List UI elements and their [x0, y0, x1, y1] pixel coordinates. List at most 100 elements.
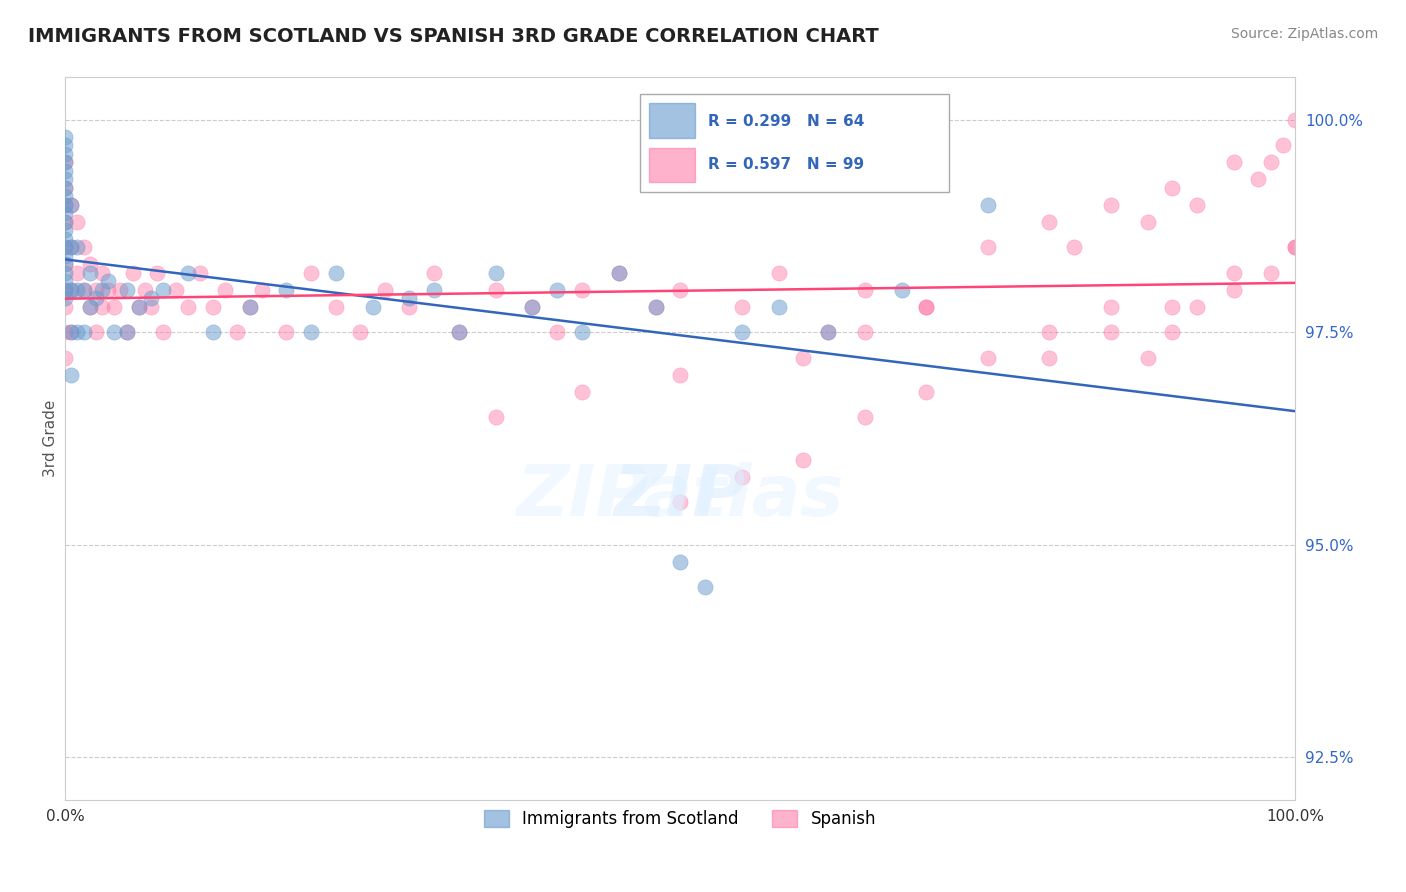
Point: [644, 300, 666, 314]
Point: [1038, 215, 1060, 229]
Point: [423, 283, 446, 297]
Point: [1247, 172, 1270, 186]
Point: [66, 215, 89, 229]
Point: [152, 326, 174, 340]
Point: [1284, 240, 1306, 254]
Point: [53, 232, 76, 246]
Point: [1063, 240, 1085, 254]
Point: [91, 300, 114, 314]
Point: [72, 283, 94, 297]
Point: [571, 326, 593, 340]
Point: [423, 266, 446, 280]
Point: [53, 283, 76, 297]
Point: [276, 326, 298, 340]
Point: [97, 274, 120, 288]
Point: [276, 283, 298, 297]
Point: [730, 326, 752, 340]
Point: [915, 300, 938, 314]
Point: [84, 326, 107, 340]
Point: [349, 326, 371, 340]
Point: [299, 266, 322, 280]
Point: [66, 283, 89, 297]
Point: [484, 266, 506, 280]
Point: [792, 351, 814, 365]
Point: [398, 300, 420, 314]
Point: [66, 266, 89, 280]
Point: [1222, 283, 1244, 297]
Point: [768, 300, 790, 314]
Point: [60, 198, 83, 212]
Point: [1260, 155, 1282, 169]
Point: [817, 326, 839, 340]
Point: [177, 300, 200, 314]
Point: [1099, 198, 1122, 212]
Point: [398, 291, 420, 305]
Point: [115, 326, 138, 340]
Point: [53, 155, 76, 169]
Point: [915, 300, 938, 314]
Point: [1284, 112, 1306, 127]
Point: [165, 283, 187, 297]
Point: [1260, 266, 1282, 280]
Point: [730, 469, 752, 483]
Point: [53, 172, 76, 186]
FancyBboxPatch shape: [650, 147, 696, 182]
Point: [53, 198, 76, 212]
Point: [121, 266, 143, 280]
Point: [546, 283, 568, 297]
Point: [1161, 181, 1184, 195]
Point: [72, 240, 94, 254]
Point: [91, 283, 114, 297]
Point: [669, 368, 692, 382]
Point: [484, 283, 506, 297]
Point: [60, 326, 83, 340]
Point: [607, 266, 630, 280]
Point: [97, 283, 120, 297]
Point: [853, 326, 876, 340]
Point: [792, 452, 814, 467]
Point: [53, 257, 76, 271]
Point: [484, 410, 506, 425]
Point: [53, 189, 76, 203]
Point: [644, 300, 666, 314]
Point: [79, 266, 101, 280]
Point: [890, 283, 912, 297]
Point: [53, 351, 76, 365]
Point: [53, 206, 76, 220]
Point: [1185, 300, 1208, 314]
Text: ZIP: ZIP: [614, 462, 747, 531]
FancyBboxPatch shape: [640, 94, 949, 192]
Point: [1222, 266, 1244, 280]
Point: [1099, 300, 1122, 314]
Point: [134, 283, 156, 297]
Point: [817, 326, 839, 340]
Point: [53, 300, 76, 314]
Point: [53, 274, 76, 288]
Point: [60, 326, 83, 340]
Point: [730, 300, 752, 314]
Point: [91, 266, 114, 280]
Legend: Immigrants from Scotland, Spanish: Immigrants from Scotland, Spanish: [478, 803, 883, 835]
Point: [115, 283, 138, 297]
Point: [447, 326, 470, 340]
Point: [239, 300, 262, 314]
Point: [79, 257, 101, 271]
Point: [361, 300, 384, 314]
FancyBboxPatch shape: [650, 103, 696, 137]
Point: [1038, 326, 1060, 340]
Point: [1038, 351, 1060, 365]
Point: [1222, 155, 1244, 169]
Point: [201, 326, 224, 340]
Point: [976, 198, 998, 212]
Point: [976, 240, 998, 254]
Point: [60, 368, 83, 382]
Y-axis label: 3rd Grade: 3rd Grade: [44, 400, 58, 477]
Point: [79, 300, 101, 314]
Point: [853, 283, 876, 297]
Point: [60, 283, 83, 297]
Point: [79, 300, 101, 314]
Point: [53, 240, 76, 254]
Point: [571, 283, 593, 297]
Point: [53, 215, 76, 229]
Point: [190, 266, 212, 280]
